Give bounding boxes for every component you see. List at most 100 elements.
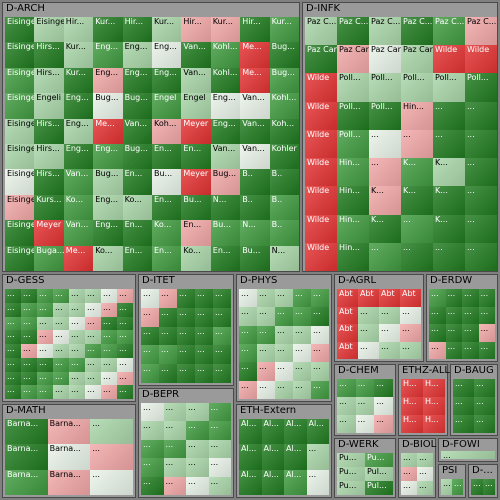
tile[interactable]: ... bbox=[85, 330, 102, 345]
tile[interactable]: ... bbox=[213, 289, 231, 309]
tile[interactable]: ... bbox=[85, 371, 102, 386]
tile[interactable]: ... bbox=[400, 341, 421, 359]
tile[interactable]: Paz C... bbox=[401, 17, 434, 46]
tile[interactable]: B.. bbox=[240, 194, 271, 221]
tile[interactable]: ... bbox=[213, 307, 231, 328]
tile[interactable]: B.. bbox=[270, 220, 299, 247]
tile[interactable]: K... bbox=[433, 158, 466, 187]
tile[interactable]: ... bbox=[85, 357, 102, 372]
tile[interactable]: ... bbox=[441, 451, 495, 459]
tile[interactable]: Me... bbox=[64, 245, 94, 271]
tile[interactable]: ... bbox=[5, 344, 22, 359]
tile[interactable]: ... bbox=[429, 306, 446, 325]
tile[interactable]: Van... bbox=[181, 67, 212, 94]
tile[interactable]: ... bbox=[5, 289, 22, 304]
tile[interactable]: ... bbox=[401, 242, 434, 271]
tile[interactable]: ... bbox=[429, 341, 446, 359]
tile[interactable]: Wilde bbox=[305, 242, 338, 271]
tile[interactable]: ... bbox=[159, 307, 178, 328]
tile[interactable]: B.. bbox=[240, 169, 271, 196]
tile[interactable]: Abt bbox=[358, 289, 380, 307]
tile[interactable]: Paz C... bbox=[337, 17, 370, 46]
tile[interactable]: ... bbox=[117, 371, 133, 386]
tile[interactable]: Kurs... bbox=[34, 194, 65, 221]
tile[interactable]: ... bbox=[239, 307, 258, 327]
tile[interactable]: ... bbox=[37, 385, 54, 399]
tile[interactable]: Hir... bbox=[123, 17, 153, 43]
tile[interactable]: ... bbox=[479, 341, 495, 359]
tile[interactable]: Eisinger bbox=[5, 67, 35, 94]
tile[interactable]: Van... bbox=[181, 42, 212, 69]
tile[interactable]: ... bbox=[311, 344, 329, 363]
tile[interactable]: ... bbox=[5, 385, 22, 399]
tile[interactable]: Hin... bbox=[337, 214, 370, 244]
tile[interactable]: Eng... bbox=[93, 194, 124, 221]
tile[interactable]: ... bbox=[186, 476, 209, 495]
tile[interactable]: ... bbox=[37, 302, 54, 317]
tile[interactable]: ... bbox=[369, 242, 402, 271]
tile[interactable]: ... bbox=[213, 345, 231, 365]
tile[interactable]: ... bbox=[195, 307, 214, 328]
tile[interactable]: ... bbox=[275, 380, 294, 399]
tile[interactable]: ... bbox=[21, 316, 38, 331]
tile[interactable]: Al... bbox=[284, 419, 307, 445]
tile[interactable]: ... bbox=[69, 330, 86, 345]
tile[interactable]: ... bbox=[209, 458, 231, 478]
tile[interactable]: Paz Car... bbox=[305, 45, 338, 74]
tile[interactable]: ... bbox=[117, 302, 133, 317]
tile[interactable]: Abt bbox=[379, 289, 401, 307]
tile[interactable]: ... bbox=[337, 415, 357, 433]
tile[interactable]: Eisinger bbox=[5, 118, 35, 145]
tile[interactable]: ... bbox=[5, 357, 22, 372]
tile[interactable]: ... bbox=[239, 289, 258, 308]
tile[interactable]: ... bbox=[307, 469, 329, 495]
tile[interactable]: Abt bbox=[400, 289, 421, 307]
tile[interactable]: ... bbox=[141, 289, 160, 309]
tile[interactable]: ... bbox=[209, 403, 231, 422]
tile[interactable]: Eng... bbox=[93, 220, 124, 247]
tile[interactable]: ... bbox=[293, 344, 312, 363]
tile[interactable]: ... bbox=[433, 101, 466, 131]
tile[interactable]: H... bbox=[401, 379, 424, 398]
tile[interactable]: ... bbox=[186, 439, 209, 459]
tile[interactable]: ... bbox=[446, 341, 463, 359]
tile[interactable]: ... bbox=[429, 324, 446, 342]
tile[interactable]: Buga... bbox=[34, 245, 65, 271]
tile[interactable]: Van... bbox=[240, 144, 271, 170]
tile[interactable]: ... bbox=[101, 385, 118, 399]
tile[interactable]: ... bbox=[141, 439, 164, 459]
tile[interactable]: ... bbox=[37, 289, 54, 304]
tile[interactable]: ... bbox=[5, 371, 22, 386]
tile[interactable]: Wilde bbox=[465, 45, 497, 74]
tile[interactable]: ... bbox=[69, 385, 86, 399]
tile[interactable]: ... bbox=[21, 357, 38, 372]
tile[interactable]: ... bbox=[311, 362, 329, 382]
tile[interactable]: K... bbox=[369, 214, 402, 244]
tile[interactable]: ... bbox=[141, 364, 160, 383]
tile[interactable]: Paz Car... bbox=[401, 45, 434, 74]
tile[interactable]: Al... bbox=[284, 469, 307, 495]
tile[interactable]: ... bbox=[213, 364, 231, 383]
tile[interactable]: ... bbox=[21, 371, 38, 386]
tile[interactable]: ... bbox=[311, 307, 329, 327]
tile[interactable]: Eng... bbox=[211, 93, 241, 120]
tile[interactable]: Poll... bbox=[401, 73, 434, 103]
tile[interactable]: Koh... bbox=[270, 118, 299, 145]
tile[interactable]: Bug... bbox=[123, 93, 153, 120]
tile[interactable]: ... bbox=[90, 419, 133, 445]
tile[interactable]: Al... bbox=[284, 444, 307, 471]
tile[interactable]: Barna... bbox=[5, 469, 49, 495]
tile[interactable]: ... bbox=[141, 458, 164, 478]
tile[interactable]: Wilde bbox=[305, 214, 338, 244]
tile[interactable]: K... bbox=[401, 186, 434, 216]
tile[interactable]: Bug... bbox=[93, 169, 124, 196]
tile[interactable]: Al... bbox=[262, 444, 285, 471]
tile[interactable]: ... bbox=[379, 341, 401, 359]
tile[interactable]: ... bbox=[37, 330, 54, 345]
tile[interactable]: ... bbox=[177, 326, 196, 346]
tile[interactable]: Eng... bbox=[93, 67, 124, 94]
tile[interactable]: ... bbox=[177, 307, 196, 328]
tile[interactable]: Eng... bbox=[64, 93, 94, 120]
tile[interactable]: H... bbox=[423, 379, 445, 398]
tile[interactable]: ... bbox=[257, 325, 276, 345]
